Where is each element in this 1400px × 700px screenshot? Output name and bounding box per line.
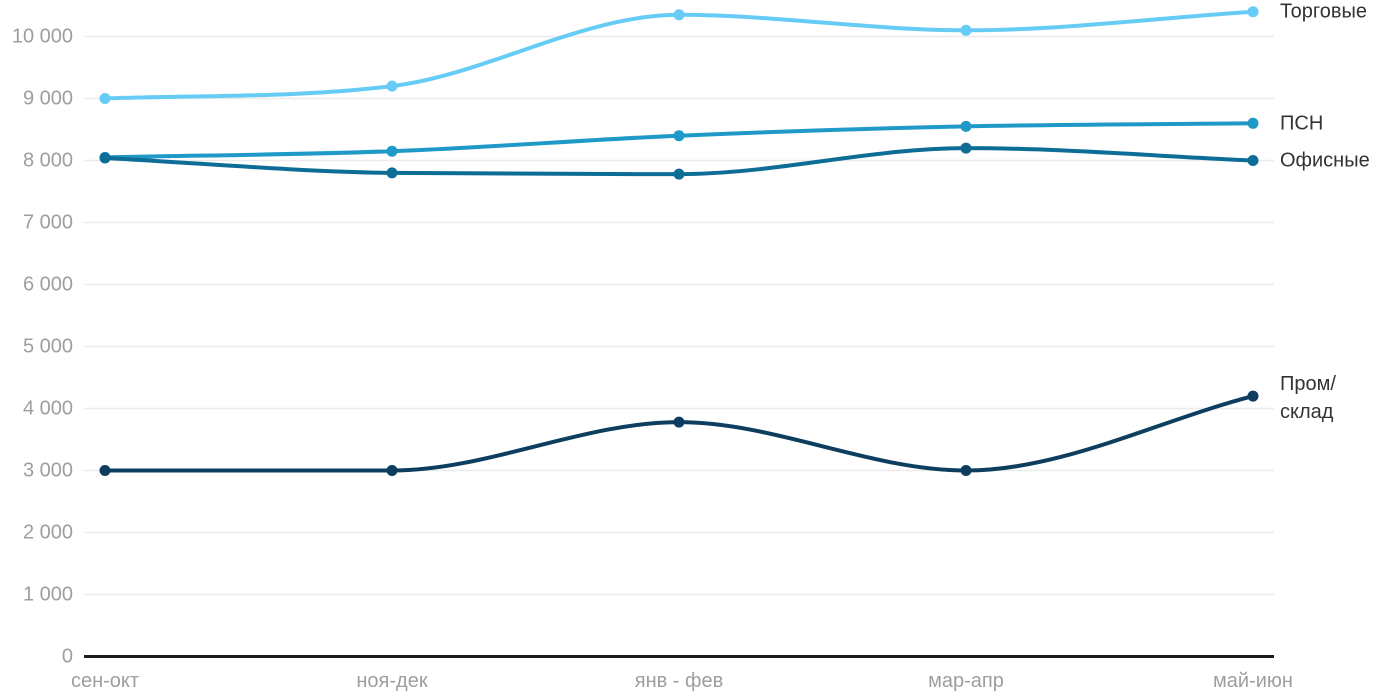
y-tick-label: 10 000 xyxy=(12,26,73,48)
data-point-ofisnye-1[interactable] xyxy=(386,167,398,179)
series-label-torgovye: Торговые xyxy=(1280,1,1367,23)
series-label-prom-sklad: Пром/ xyxy=(1280,373,1336,395)
x-tick-label: сен-окт xyxy=(71,670,139,692)
series-label-prom-sklad: склад xyxy=(1280,401,1334,423)
y-tick-label: 3 000 xyxy=(23,460,73,482)
series-line-prom-sklad xyxy=(103,394,1255,473)
data-point-ofisnye-3[interactable] xyxy=(960,142,972,154)
y-tick-label: 4 000 xyxy=(23,398,73,420)
series-label-ofisnye: Офисные xyxy=(1280,150,1370,172)
data-point-torgovye-4[interactable] xyxy=(1247,6,1259,18)
data-point-prom-sklad-3[interactable] xyxy=(960,465,972,476)
y-tick-label: 1 000 xyxy=(23,584,73,606)
y-tick-label: 5 000 xyxy=(23,336,73,358)
x-tick-label: ноя-дек xyxy=(356,670,427,692)
data-point-prom-sklad-1[interactable] xyxy=(386,465,398,476)
data-point-ofisnye-4[interactable] xyxy=(1247,155,1259,166)
data-point-prom-sklad-0[interactable] xyxy=(99,465,111,476)
y-tick-label: 7 000 xyxy=(23,212,73,234)
x-tick-label: май-июн xyxy=(1213,670,1293,692)
data-point-psn-3[interactable] xyxy=(960,120,972,132)
y-tick-label: 0 xyxy=(62,646,73,668)
data-point-torgovye-1[interactable] xyxy=(386,80,398,92)
x-tick-label: янв - фев xyxy=(635,670,723,692)
data-point-prom-sklad-2[interactable] xyxy=(673,416,685,428)
data-point-ofisnye-0[interactable] xyxy=(99,152,111,164)
data-point-prom-sklad-4[interactable] xyxy=(1247,390,1259,402)
data-point-torgovye-3[interactable] xyxy=(960,24,972,36)
y-tick-label: 6 000 xyxy=(23,274,73,296)
data-point-psn-2[interactable] xyxy=(673,130,685,142)
data-point-psn-1[interactable] xyxy=(386,145,398,157)
series-label-psn: ПСН xyxy=(1280,112,1323,134)
x-tick-label: мар-апр xyxy=(928,670,1004,692)
y-tick-label: 9 000 xyxy=(23,88,73,110)
data-point-ofisnye-2[interactable] xyxy=(673,168,685,180)
y-tick-label: 8 000 xyxy=(23,150,73,172)
data-point-torgovye-0[interactable] xyxy=(99,93,111,104)
data-point-torgovye-2[interactable] xyxy=(673,9,685,21)
data-point-psn-4[interactable] xyxy=(1247,117,1259,129)
y-tick-label: 2 000 xyxy=(23,522,73,544)
series-line-torgovye xyxy=(103,9,1255,101)
